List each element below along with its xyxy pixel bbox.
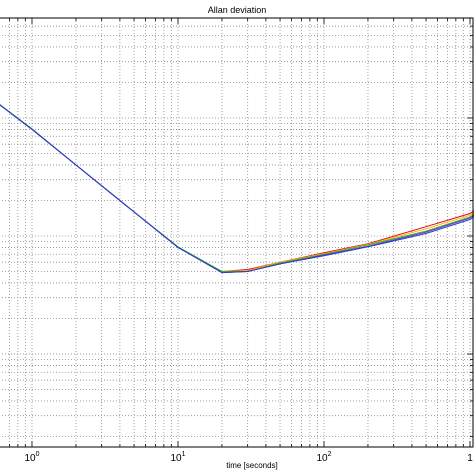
series-lines	[0, 104, 474, 274]
series-line-5	[0, 104, 474, 274]
x-tick-label-4: 1	[467, 453, 473, 464]
x-tick-label-3: 102	[316, 451, 331, 464]
chart-title: Allan deviation	[208, 5, 267, 15]
x-axis-tick-labels: 100 101 102 1	[24, 451, 473, 464]
x-tick-label-1: 100	[24, 451, 39, 464]
plot-frame	[0, 17, 474, 448]
x-axis-label: time [seconds]	[226, 461, 278, 470]
x-tick-label-2: 101	[170, 451, 185, 464]
series-line-2	[0, 104, 474, 273]
series-line-3	[0, 104, 474, 272]
series-line-4	[0, 104, 474, 274]
grid-lines	[0, 18, 473, 447]
series-line-1	[0, 104, 474, 273]
